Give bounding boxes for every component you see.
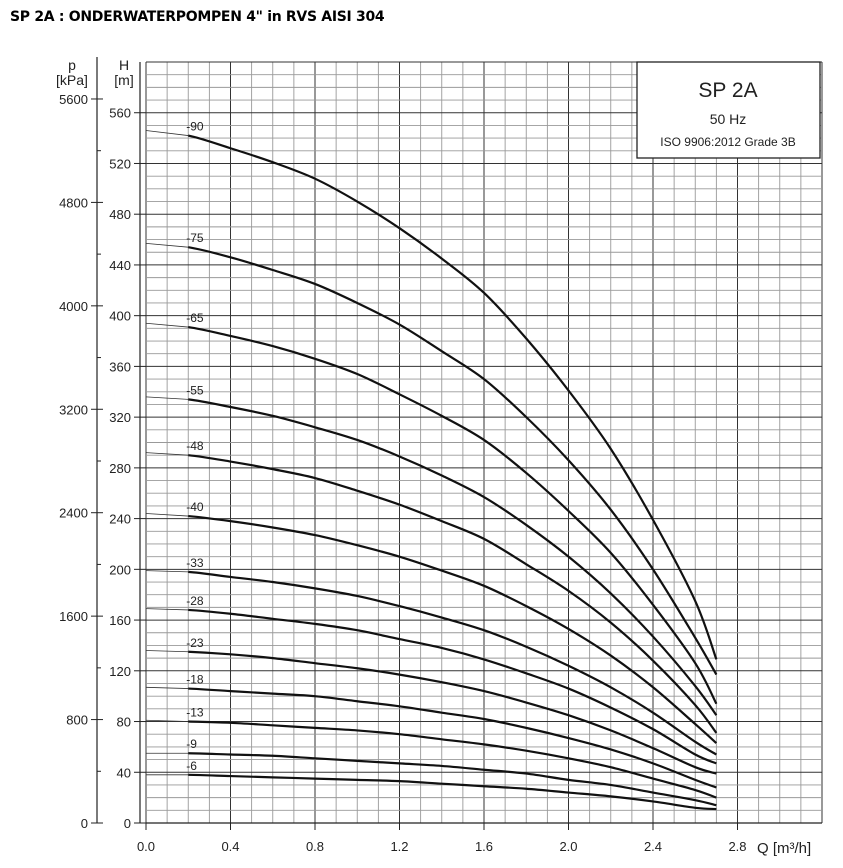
curve--90	[188, 134, 718, 660]
y-tick-label: 320	[109, 410, 131, 425]
curve-extension--48	[145, 452, 189, 456]
curve-extension--33	[145, 570, 189, 573]
curves: -90 -75 -65 -55 -48 -40 -33 -28 -23 -18 -13 -9 -6	[145, 120, 718, 811]
curve-label--23: -23	[186, 636, 204, 650]
curve--33	[188, 570, 717, 756]
y-tick-label: 280	[109, 461, 131, 476]
x-tick-label: 0.0	[137, 839, 155, 854]
legend-model: SP 2A	[698, 79, 757, 102]
curve-label--33: -33	[186, 556, 204, 570]
curve-label--28: -28	[186, 594, 204, 608]
x-tick-label: 2.0	[559, 839, 577, 854]
x-tick-label: 0.8	[306, 839, 324, 854]
curve--13	[188, 720, 717, 799]
curve-label--13: -13	[186, 706, 204, 720]
curve-extension--28	[145, 608, 189, 611]
y-tick-label: 360	[109, 359, 131, 374]
y-tick-label: 520	[109, 156, 131, 171]
curve-extension--23	[145, 650, 189, 653]
y-tick-label: 560	[109, 106, 131, 121]
legend-standard: ISO 9906:2012 Grade 3B	[660, 135, 795, 149]
y2-tick-label: 2400	[59, 506, 88, 521]
curve-label--65: -65	[186, 311, 204, 325]
curve--23	[188, 650, 717, 775]
x-tick-label: 1.2	[390, 839, 408, 854]
y-tick-label: 160	[109, 613, 131, 628]
y-tick-label: 120	[109, 664, 131, 679]
curve-label--18: -18	[186, 673, 204, 687]
legend-box: SP 2A 50 Hz ISO 9906:2012 Grade 3B	[636, 61, 821, 159]
y-tick-label: 80	[117, 715, 131, 730]
legend-frequency: 50 Hz	[710, 111, 747, 127]
y2-axis-unit: [kPa]	[56, 72, 88, 88]
x-tick-label: 2.8	[728, 839, 746, 854]
x-tick-label: 2.4	[644, 839, 662, 854]
curve--65	[188, 325, 718, 705]
y2-tick-label: 1600	[59, 609, 88, 624]
curve-label--40: -40	[186, 500, 204, 514]
x-tick-label: 1.6	[475, 839, 493, 854]
y-tick-label: 400	[109, 309, 131, 324]
curve-label--90: -90	[186, 120, 204, 134]
x-tick-label: 0.4	[221, 839, 239, 854]
page-title: SP 2A : ONDERWATERPOMPEN 4" in RVS AISI …	[10, 9, 385, 25]
curve--18	[188, 687, 717, 789]
y-tick-label: 480	[109, 207, 131, 222]
curve-label--9: -9	[186, 737, 197, 751]
curve-label--48: -48	[186, 439, 204, 453]
curve--48	[188, 454, 718, 734]
curve-extension--90	[145, 130, 189, 136]
y-tick-label: 0	[124, 816, 131, 831]
curve--75	[188, 246, 718, 676]
y2-tick-label: 800	[66, 713, 88, 728]
curve--28	[188, 608, 717, 765]
curve--40	[188, 514, 718, 744]
curve--9	[188, 752, 717, 807]
y-tick-label: 40	[117, 765, 131, 780]
grid	[145, 61, 823, 824]
curve-label--6: -6	[186, 759, 197, 773]
y-axis-unit: [m]	[114, 72, 133, 88]
y-tick-label: 440	[109, 258, 131, 273]
y2-tick-label: 4000	[59, 299, 88, 314]
y2-tick-label: 0	[81, 816, 88, 831]
curve-extension--18	[145, 686, 189, 689]
y2-tick-label: 3200	[59, 402, 88, 417]
y-tick-label: 200	[109, 562, 131, 577]
curve--6	[188, 773, 717, 811]
y2-tick-label: 5600	[59, 92, 88, 107]
y2-axis-label-p: p	[68, 57, 76, 73]
curve-extension--65	[145, 322, 189, 328]
y-tick-label: 240	[109, 512, 131, 527]
curve-extension--40	[145, 513, 189, 517]
curve-extension--75	[145, 242, 189, 248]
axes: 0 40 80 120 160 200 240 280 320 360 400 440 480 520 56…	[59, 57, 822, 854]
curve-label--75: -75	[186, 231, 204, 245]
x-axis-label: Q [m³/h]	[757, 840, 811, 857]
y-axis-label: H	[119, 57, 129, 73]
curve-label--55: -55	[186, 383, 204, 397]
curve--55	[188, 398, 718, 716]
curve-extension--55	[145, 396, 189, 400]
y2-tick-label: 4800	[59, 195, 88, 210]
curve-extension--13	[145, 719, 189, 722]
